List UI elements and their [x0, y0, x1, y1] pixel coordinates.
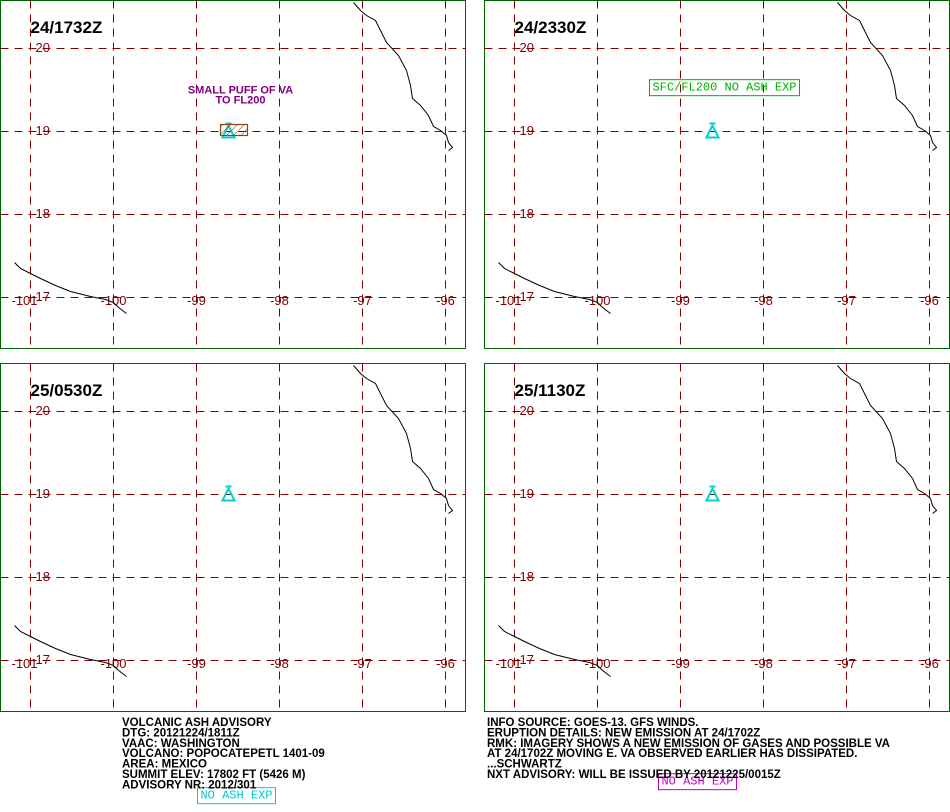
- lon-label: -100: [100, 656, 126, 671]
- panel-time: 25/0530Z: [31, 381, 103, 400]
- coastline: [353, 2, 454, 151]
- annotation: TO FL200: [216, 94, 266, 106]
- lat-label: 17: [36, 652, 50, 667]
- lon-label: -96: [920, 293, 939, 308]
- footer-line: DTG: 20121224/1811Z: [122, 727, 240, 739]
- panel-border: [0, 363, 466, 712]
- lon-label: -99: [671, 656, 690, 671]
- footer-line: VOLCANO: POPOCATEPETL 1401-09: [122, 748, 325, 760]
- lon-label: -98: [754, 656, 773, 671]
- lon-label: -101: [495, 656, 521, 671]
- lat-label: 17: [520, 652, 534, 667]
- map-panel: -101 -100 -99 -98 -97 -96 20 19 18 17 25/1130Z NO A…: [484, 363, 950, 791]
- panel-time: 25/1130Z: [515, 381, 586, 400]
- annotation: NO ASH EXP: [661, 775, 733, 789]
- panel-border: [0, 0, 466, 349]
- coastline: [498, 625, 611, 677]
- lon-label: -101: [11, 656, 37, 671]
- lat-label: 20: [520, 403, 534, 418]
- lat-label: 20: [36, 40, 50, 55]
- lon-label: -97: [837, 656, 856, 671]
- volcano-symbol: [704, 485, 721, 502]
- lon-label: -99: [187, 656, 206, 671]
- lon-label: -98: [754, 293, 773, 308]
- volcano-symbol: [704, 122, 721, 139]
- lon-label: -98: [270, 656, 289, 671]
- lat-label: 18: [36, 206, 50, 221]
- ash-area: [219, 123, 249, 137]
- coastline: [837, 2, 938, 151]
- annotation-box: [196, 787, 277, 805]
- footer-line: ADVISORY NR: 2012/301: [122, 779, 257, 791]
- annotation-box: [657, 773, 738, 791]
- footer-line: AREA: MEXICO: [122, 759, 207, 771]
- lat-label: 18: [36, 569, 50, 584]
- lon-label: -98: [270, 293, 289, 308]
- lon-label: -96: [436, 656, 455, 671]
- lon-label: -100: [584, 656, 610, 671]
- lon-label: -97: [353, 293, 372, 308]
- map-panel: -101 -100 -99 -98 -97 -96 20 19 18 17 24/1732Z SMAL…: [0, 0, 466, 349]
- coastline: [353, 365, 454, 514]
- footer-line: VAAC: WASHINGTON: [122, 738, 240, 750]
- annotation: SFC/FL200 NO ASH EXP: [652, 81, 796, 95]
- map-panel: -101 -100 -99 -98 -97 -96 20 19 18 17 25/0530Z NO A…: [0, 363, 466, 805]
- footer-line: VOLCANIC ASH ADVISORY: [122, 717, 272, 729]
- lon-label: -97: [837, 293, 856, 308]
- lon-label: -101: [11, 293, 37, 308]
- footer-line: ERUPTION DETAILS: NEW EMISSION AT 24/170…: [487, 727, 760, 739]
- lat-label: 19: [520, 486, 534, 501]
- footer-line: NXT ADVISORY: WILL BE ISSUED BY 20121225…: [487, 769, 781, 781]
- map-panel: -101 -100 -99 -98 -97 -96 20 19 18 17 24/2330Z SFC/…: [484, 0, 950, 349]
- footer-line: RMK: IMAGERY SHOWS A NEW EMISSION OF GAS…: [487, 738, 890, 750]
- coastline: [14, 262, 127, 314]
- lon-label: -100: [584, 293, 610, 308]
- volcano-symbol: [220, 485, 237, 502]
- annotation: NO ASH EXP: [200, 789, 272, 803]
- footer-line: ...SCHWARTZ: [487, 759, 562, 771]
- coastline: [837, 365, 938, 514]
- lat-label: 19: [520, 123, 534, 138]
- lon-label: -99: [187, 293, 206, 308]
- panel-time: 24/2330Z: [515, 18, 587, 37]
- coastline: [498, 262, 611, 314]
- lon-label: -96: [436, 293, 455, 308]
- annotation-box: [648, 79, 801, 97]
- lat-label: 18: [520, 206, 534, 221]
- footer-line: AT 24/1702Z MOVING E. VA OBSERVED EARLIE…: [487, 748, 857, 760]
- lon-label: -97: [353, 656, 372, 671]
- annotation: SMALL PUFF OF VA: [188, 84, 293, 96]
- lat-label: 17: [36, 289, 50, 304]
- lat-label: 17: [520, 289, 534, 304]
- lat-label: 19: [36, 486, 50, 501]
- lat-label: 19: [36, 123, 50, 138]
- lat-label: 20: [36, 403, 50, 418]
- lat-label: 20: [520, 40, 534, 55]
- lon-label: -101: [495, 293, 521, 308]
- footer-line: INFO SOURCE: GOES-13. GFS WINDS.: [487, 717, 699, 729]
- lon-label: -100: [100, 293, 126, 308]
- footer-line: SUMMIT ELEV: 17802 FT (5426 M): [122, 769, 306, 781]
- panel-time: 24/1732Z: [31, 18, 103, 37]
- lon-label: -99: [671, 293, 690, 308]
- lon-label: -96: [920, 656, 939, 671]
- coastline: [14, 625, 127, 677]
- lat-label: 18: [520, 569, 534, 584]
